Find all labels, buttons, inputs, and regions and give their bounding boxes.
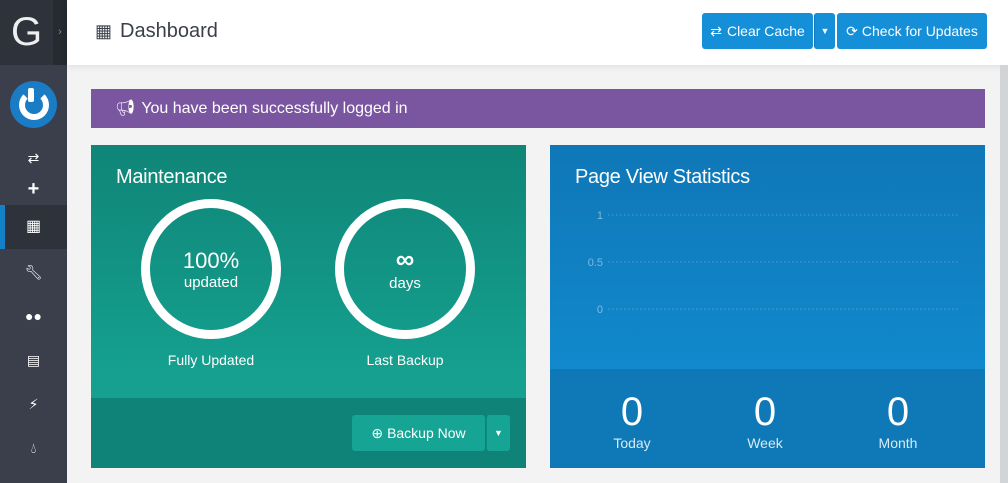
sidebar-toggle[interactable]: ›	[53, 0, 67, 65]
update-label: Fully Updated	[167, 352, 255, 368]
update-value: 100%	[182, 248, 240, 273]
scrollbar[interactable]	[1000, 65, 1008, 483]
today-label: Today	[613, 435, 651, 451]
y-tick-label: 0	[597, 304, 603, 316]
th-icon: ▦	[95, 21, 113, 41]
backup-now-label: Backup Now	[387, 425, 466, 441]
update-ring: 100% updated	[141, 199, 281, 339]
backup-value: ∞	[395, 244, 415, 274]
maintenance-card: Maintenance 100% updated Fully Updated ∞…	[91, 145, 526, 468]
y-tick-label: 0.5	[588, 257, 603, 269]
page-view-chart: 10.50	[588, 210, 958, 316]
month-label: Month	[878, 435, 918, 451]
clear-cache-button[interactable]: ⇄ Clear Cache	[702, 13, 813, 49]
stats-footer: 0 Today 0 Week 0 Month	[550, 369, 985, 468]
stats-title: Page View Statistics	[575, 166, 750, 188]
sidebar-item-clear-cache[interactable]: ⇄	[0, 150, 67, 168]
page-view-statistics-card: 0 Today 0 Week 0 Month Page View Statistics…	[550, 145, 985, 468]
sidebar-item-dashboard[interactable]: ▦	[0, 205, 67, 249]
life-ring-icon: ⊕	[371, 424, 384, 441]
backup-ring: ∞ days	[335, 199, 475, 339]
month-value: 0	[886, 390, 910, 434]
users-icon: ●●	[25, 308, 42, 324]
retweet-icon: ⇄	[710, 22, 722, 39]
caret-down-icon: ▼	[494, 428, 503, 438]
page-title-text: Dashboard	[120, 20, 218, 42]
clear-cache-dropdown[interactable]: ▼	[814, 13, 835, 49]
th-icon: ▦	[25, 218, 42, 235]
check-updates-label: Check for Updates	[861, 23, 978, 39]
sidebar-item-add[interactable]: +	[0, 178, 67, 200]
backup-unit: days	[389, 275, 421, 292]
logo[interactable]: G	[0, 0, 53, 65]
stat-month: 0 Month	[848, 389, 948, 451]
check-updates-button[interactable]: ⟳ Check for Updates	[837, 13, 987, 49]
backup-now-button[interactable]: ⊕ Backup Now	[352, 415, 485, 451]
bullhorn-icon: 📢︎	[115, 100, 136, 117]
sidebar-item-pages[interactable]: ▤	[0, 348, 67, 372]
logo-text: G	[10, 10, 43, 54]
backup-label: Last Backup	[366, 352, 444, 368]
update-unit: updated	[183, 274, 239, 291]
sidebar-item-plugins[interactable]: ⚡︎	[0, 392, 67, 416]
today-value: 0	[620, 390, 644, 434]
refresh-icon: ⟳	[846, 22, 858, 39]
wrench-icon: 🔧︎	[24, 264, 43, 280]
sidebar-item-themes[interactable]: 💧︎	[0, 436, 67, 460]
stat-week: 0 Week	[715, 389, 815, 451]
backup-dropdown[interactable]: ▼	[486, 415, 510, 451]
tint-icon: 💧︎	[30, 440, 37, 456]
maintenance-title: Maintenance	[116, 166, 228, 188]
sidebar-item-users[interactable]: ●●	[0, 304, 67, 328]
week-label: Week	[747, 435, 783, 451]
plug-icon: ⚡︎	[28, 396, 39, 412]
avatar[interactable]	[10, 81, 57, 128]
week-value: 0	[753, 390, 777, 434]
sidebar: G › ⇄ + ▦ 🔧︎ ●● ▤ ⚡︎ 💧︎	[0, 0, 67, 483]
page-title: ▦ Dashboard	[95, 20, 218, 43]
file-icon: ▤	[26, 352, 41, 368]
stat-today: 0 Today	[582, 389, 682, 451]
plus-icon: +	[27, 178, 40, 200]
clear-cache-label: Clear Cache	[726, 23, 805, 39]
caret-down-icon: ▼	[820, 26, 830, 36]
success-alert: 📢︎ You have been successfully logged in	[91, 89, 985, 128]
alert-text: You have been successfully logged in	[141, 100, 408, 117]
y-tick-label: 1	[597, 210, 603, 222]
retweet-icon: ⇄	[27, 150, 40, 166]
sidebar-item-tools[interactable]: 🔧︎	[0, 260, 67, 284]
